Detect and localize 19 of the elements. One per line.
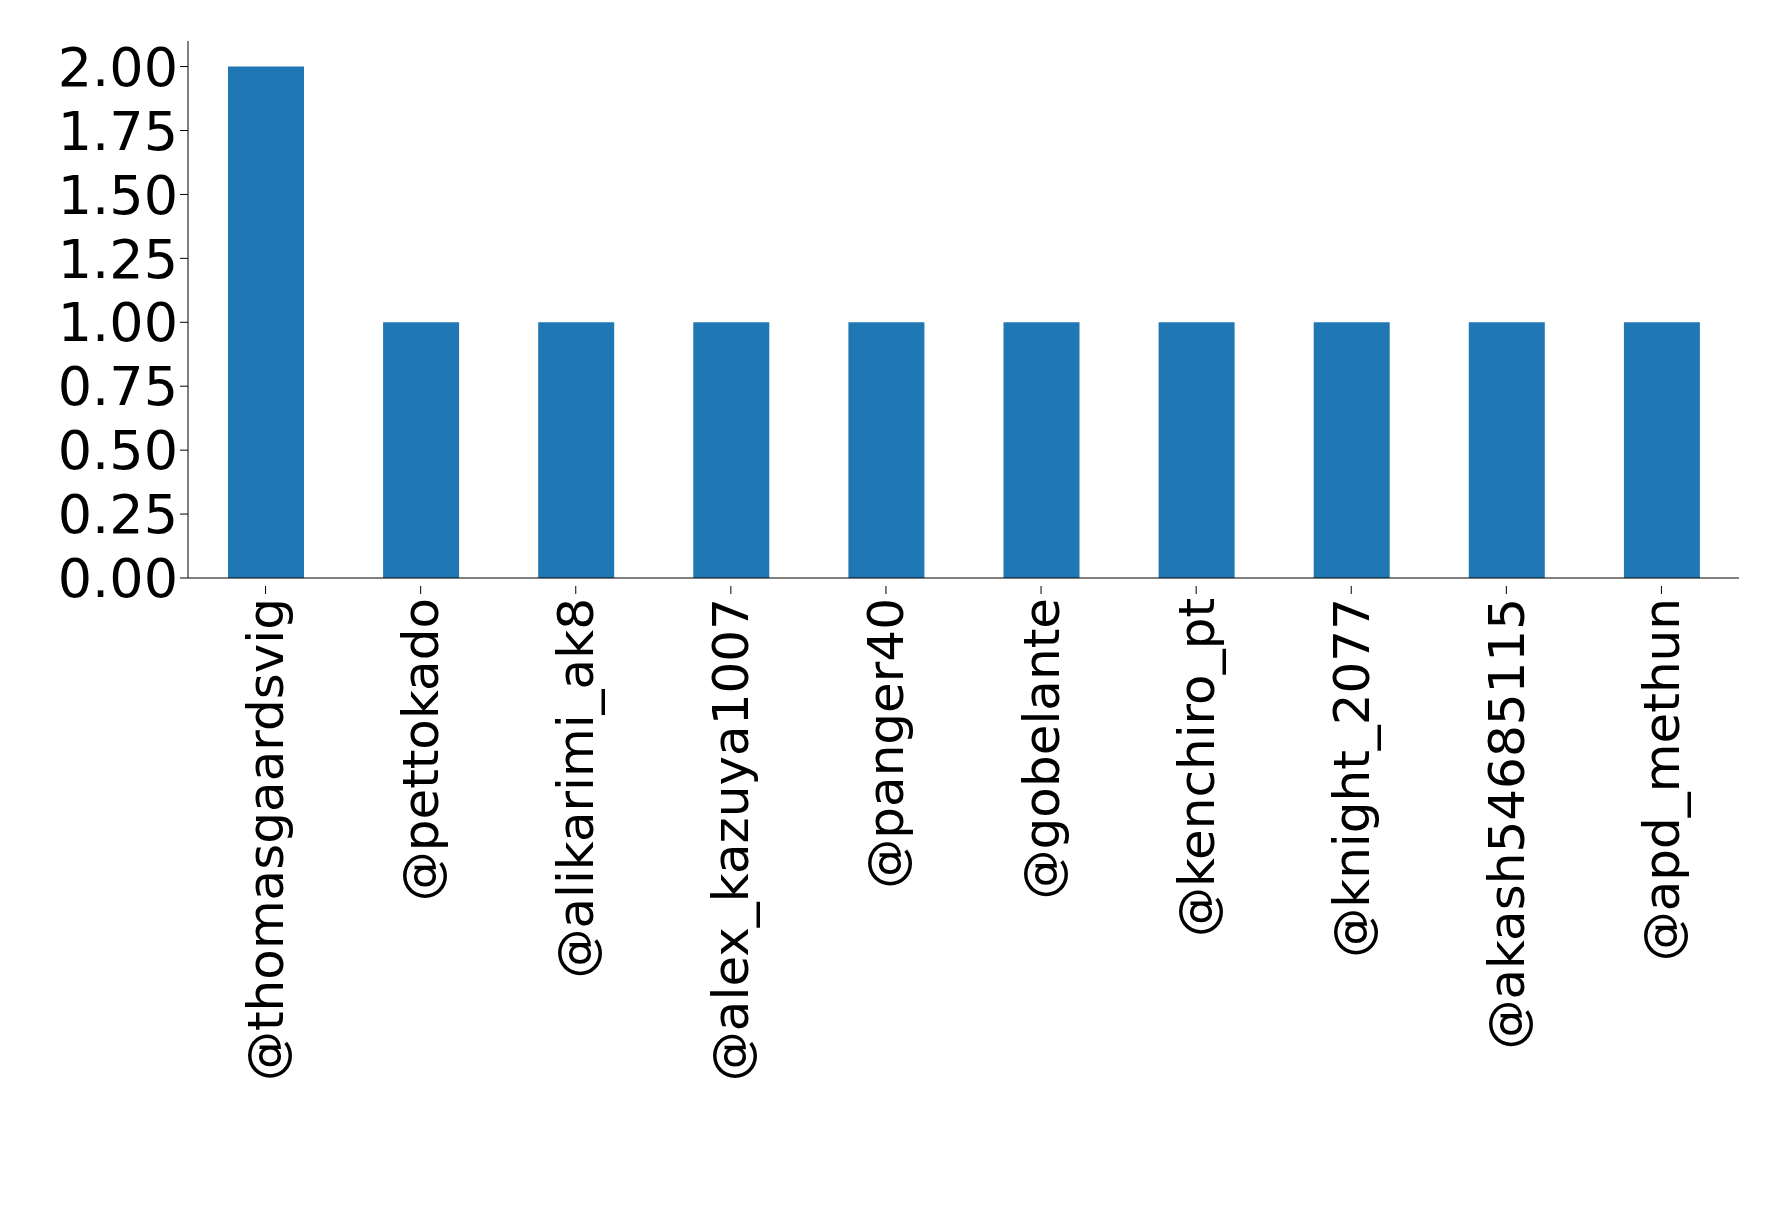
x-tick-label: @knight_2077 bbox=[1322, 598, 1381, 958]
y-tick-label: 0.75 bbox=[57, 355, 178, 419]
x-tick-label: @kenchiro_pt bbox=[1167, 598, 1226, 938]
y-tick-label: 1.25 bbox=[57, 227, 178, 291]
y-tick-label: 0.25 bbox=[57, 483, 178, 547]
y-tick-label: 0.00 bbox=[57, 547, 178, 611]
x-tick-label: @pettokado bbox=[392, 598, 451, 902]
x-tick-label: @apd_methun bbox=[1632, 598, 1691, 962]
x-tick-label: @alex_kazuya1007 bbox=[702, 598, 761, 1082]
y-tick-label: 2.00 bbox=[57, 35, 178, 99]
y-tick-label: 1.00 bbox=[57, 291, 178, 355]
x-tick-label: @thomasgaardsvig bbox=[237, 598, 296, 1081]
x-tick-label: @alikarimi_ak8 bbox=[547, 598, 606, 979]
y-tick-label: 1.50 bbox=[57, 163, 178, 227]
y-tick-label: 0.50 bbox=[57, 419, 178, 483]
x-tick-label: @akash54685115 bbox=[1477, 598, 1536, 1050]
x-tick-label: @panger40 bbox=[857, 598, 916, 889]
x-tick-label: @gobelante bbox=[1012, 598, 1071, 900]
y-tick-label: 1.75 bbox=[57, 99, 178, 163]
